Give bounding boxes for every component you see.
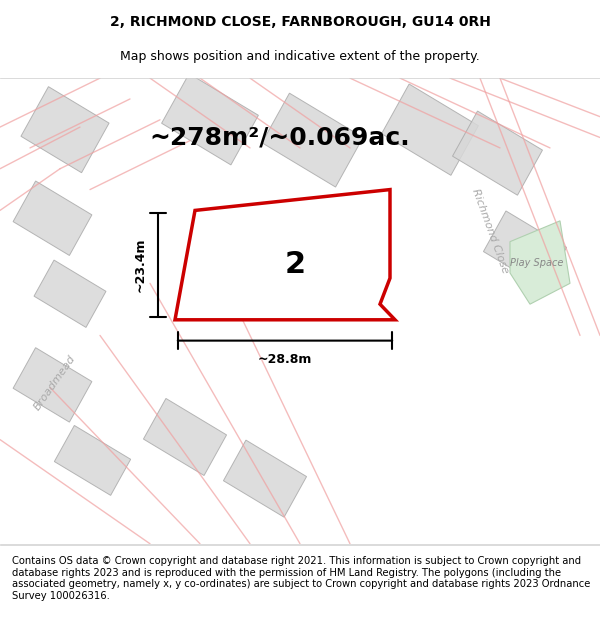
- Text: ~278m²/~0.069ac.: ~278m²/~0.069ac.: [149, 126, 410, 149]
- Polygon shape: [13, 348, 92, 422]
- Text: Broadmead: Broadmead: [32, 353, 77, 412]
- Polygon shape: [484, 211, 566, 288]
- Polygon shape: [34, 260, 106, 328]
- Polygon shape: [13, 181, 92, 256]
- Polygon shape: [452, 111, 542, 195]
- Text: ~28.8m: ~28.8m: [258, 353, 312, 366]
- Text: Map shows position and indicative extent of the property.: Map shows position and indicative extent…: [120, 50, 480, 62]
- Polygon shape: [55, 426, 131, 496]
- Polygon shape: [161, 74, 259, 165]
- Text: Play Space: Play Space: [511, 258, 563, 268]
- Polygon shape: [262, 93, 363, 187]
- Polygon shape: [175, 189, 395, 320]
- Polygon shape: [382, 84, 478, 176]
- Text: 2, RICHMOND CLOSE, FARNBOROUGH, GU14 0RH: 2, RICHMOND CLOSE, FARNBOROUGH, GU14 0RH: [110, 15, 490, 29]
- Text: ~23.4m: ~23.4m: [133, 238, 146, 292]
- Polygon shape: [223, 440, 307, 517]
- Text: Richmond Close: Richmond Close: [470, 188, 510, 275]
- Polygon shape: [21, 87, 109, 172]
- Text: 2: 2: [284, 250, 305, 279]
- Polygon shape: [510, 221, 570, 304]
- Polygon shape: [143, 399, 227, 476]
- Text: Contains OS data © Crown copyright and database right 2021. This information is : Contains OS data © Crown copyright and d…: [12, 556, 590, 601]
